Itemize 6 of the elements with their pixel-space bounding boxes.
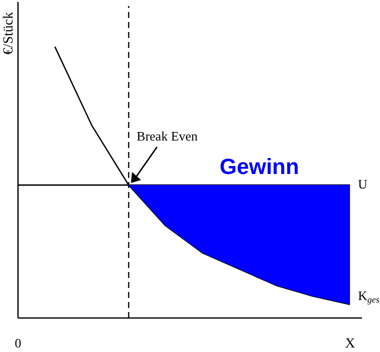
annotation: Gewinn xyxy=(220,154,300,180)
annotation: Break Even xyxy=(136,128,198,144)
x-axis-title: X xyxy=(344,336,356,352)
series-label: U xyxy=(358,176,368,192)
text: 0 xyxy=(14,335,22,350)
y-axis-title: €/Stück xyxy=(2,12,17,55)
